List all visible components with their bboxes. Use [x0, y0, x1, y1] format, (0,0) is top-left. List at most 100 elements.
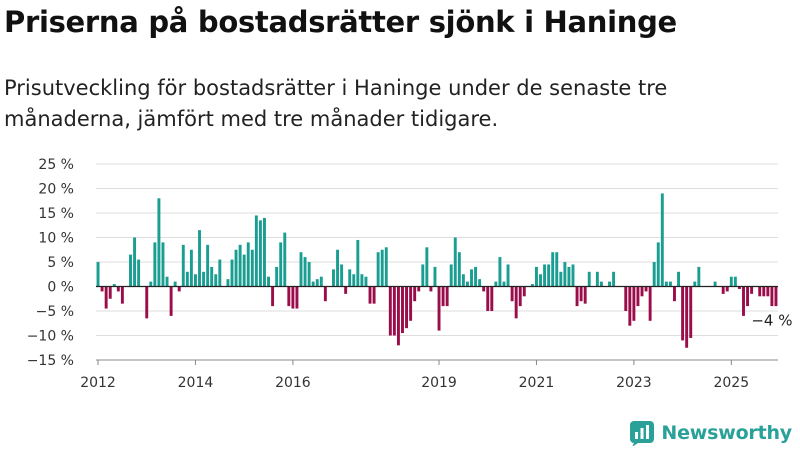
bar-positive	[279, 242, 283, 287]
bar-chart: −15 % −10 % −5 % 0 % 5 % 10 % 15 % 20 % 25 % 2012…	[27, 157, 793, 391]
bar-negative	[413, 286, 417, 302]
y-tick-label: 20 %	[38, 182, 74, 198]
bar-positive	[587, 271, 591, 287]
bar-negative	[104, 286, 108, 309]
bar-negative	[323, 286, 327, 302]
bar-positive	[599, 281, 603, 287]
bar-negative	[169, 286, 173, 316]
bar-positive	[453, 237, 457, 287]
bar-positive	[530, 284, 534, 287]
bar-negative	[766, 286, 770, 297]
bar-positive	[185, 271, 189, 287]
bar-positive	[258, 220, 262, 287]
bar-positive	[449, 264, 453, 287]
bar-positive	[96, 262, 100, 287]
bar-negative	[746, 286, 750, 307]
bar-positive	[234, 249, 238, 287]
bar-negative	[624, 286, 628, 311]
bar-positive	[161, 242, 165, 287]
bar-positive	[360, 274, 364, 287]
bar-positive	[189, 249, 193, 287]
bar-positive	[311, 281, 315, 287]
bar-positive	[559, 271, 563, 287]
bar-positive	[498, 257, 502, 287]
x-tick-label: 2019	[421, 375, 457, 391]
y-tick-label: −15 %	[27, 353, 74, 369]
bar-negative	[774, 286, 778, 307]
bar-positive	[567, 266, 571, 287]
bar-negative	[437, 286, 441, 331]
bar-positive	[173, 281, 177, 287]
bar-positive	[242, 254, 246, 287]
bar-positive	[506, 264, 510, 287]
bar-positive	[137, 259, 141, 287]
bar-positive	[246, 242, 250, 287]
bar-positive	[425, 247, 429, 287]
bar-positive	[660, 193, 664, 287]
bar-positive	[551, 252, 555, 287]
bar-negative	[514, 286, 518, 319]
x-tick-label: 2023	[616, 375, 652, 391]
bar-negative	[681, 286, 685, 341]
bar-negative	[518, 286, 522, 307]
bar-positive	[465, 281, 469, 287]
bar-negative	[392, 286, 396, 336]
bar-positive	[352, 274, 356, 287]
bar-negative	[287, 286, 291, 307]
bar-chart-logo-icon	[630, 421, 655, 446]
bar-negative	[632, 286, 636, 321]
bar-positive	[129, 254, 132, 287]
bar-positive	[299, 252, 303, 287]
bar-positive	[364, 276, 368, 287]
bar-positive	[275, 266, 279, 287]
bar-positive	[267, 276, 270, 287]
bar-negative	[417, 286, 421, 292]
bar-negative	[490, 286, 494, 311]
annotation-latest-value: −4 %	[751, 312, 792, 330]
bar-positive	[303, 257, 307, 287]
y-tick-label: 10 %	[38, 231, 74, 247]
bar-negative	[721, 286, 725, 294]
bar-positive	[149, 281, 153, 287]
bar-positive	[319, 276, 323, 287]
bar-negative	[762, 286, 766, 297]
bar-negative	[108, 286, 112, 299]
bar-negative	[640, 286, 644, 297]
bar-negative	[482, 286, 486, 292]
bar-positive	[539, 274, 542, 287]
bar-negative	[742, 286, 745, 316]
bar-negative	[295, 286, 299, 309]
bar-positive	[733, 276, 737, 287]
bar-negative	[725, 286, 729, 292]
bar-positive	[547, 264, 551, 287]
x-tick-label: 2016	[275, 375, 311, 391]
bar-positive	[595, 271, 599, 287]
bar-negative	[644, 286, 648, 292]
bar-negative	[770, 286, 774, 307]
bar-positive	[555, 252, 559, 287]
bar-positive	[693, 281, 697, 287]
bar-positive	[384, 247, 388, 287]
bar-negative	[445, 286, 449, 307]
bar-positive	[608, 281, 611, 287]
bar-negative	[583, 286, 587, 304]
bar-positive	[571, 264, 575, 287]
newsworthy-logo: Newsworthy	[629, 420, 792, 446]
y-tick-label: 0 %	[47, 280, 74, 296]
bar-positive	[478, 279, 482, 287]
bar-positive	[307, 262, 311, 287]
bar-positive	[348, 269, 352, 287]
bar-positive	[677, 271, 681, 287]
bar-negative	[441, 286, 445, 307]
bar-positive	[133, 237, 137, 287]
bar-positive	[238, 244, 242, 287]
bar-negative	[685, 286, 689, 348]
bar-negative	[100, 286, 104, 292]
bar-negative	[579, 286, 583, 302]
bar-positive	[198, 230, 201, 287]
bar-negative	[737, 286, 741, 289]
bar-positive	[697, 266, 701, 287]
bar-positive	[181, 244, 185, 287]
bar-negative	[405, 286, 409, 329]
bar-negative	[396, 286, 400, 346]
